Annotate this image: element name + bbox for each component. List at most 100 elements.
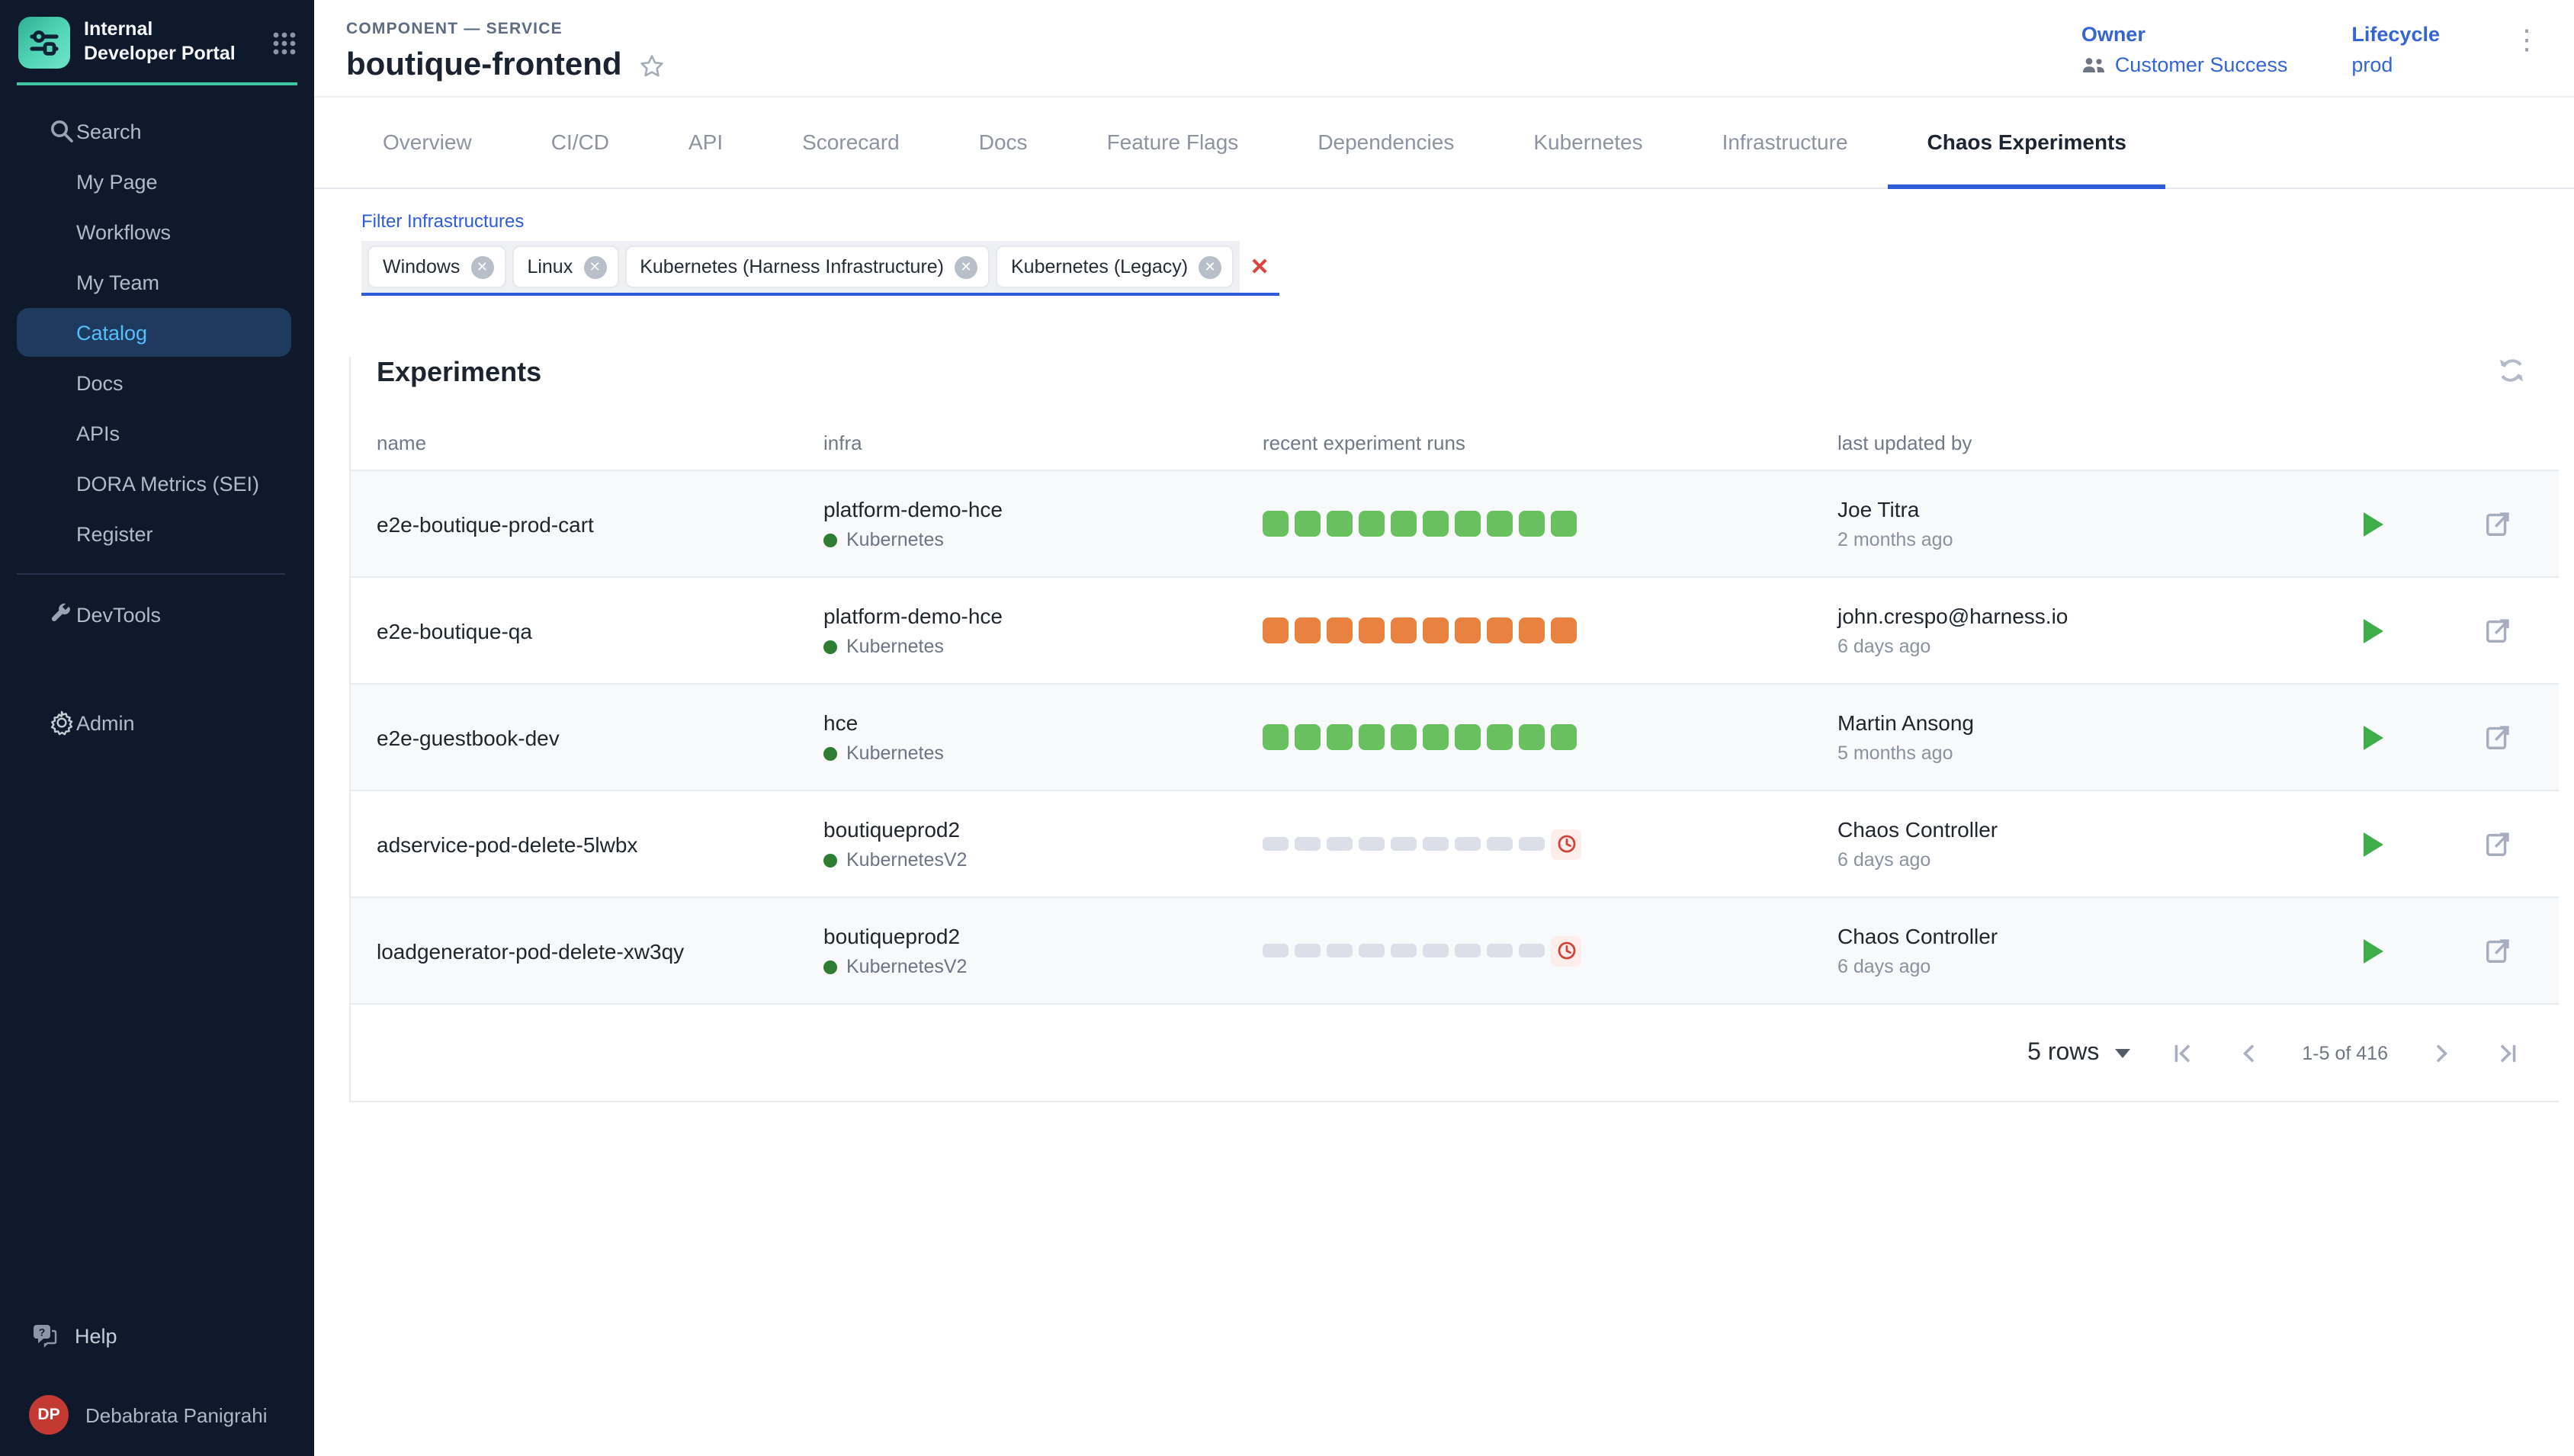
- tab-infrastructure[interactable]: Infrastructure: [1683, 98, 1888, 189]
- run-indicator-failed[interactable]: [1551, 617, 1577, 643]
- run-experiment-button[interactable]: [2364, 832, 2383, 856]
- run-indicator-passed[interactable]: [1423, 724, 1449, 750]
- run-indicator-pending[interactable]: [1455, 944, 1481, 957]
- run-indicator-failed[interactable]: [1359, 617, 1385, 643]
- run-indicator-passed[interactable]: [1455, 511, 1481, 537]
- run-indicator-passed[interactable]: [1487, 724, 1513, 750]
- filter-chips-field[interactable]: Windows✕Linux✕Kubernetes (Harness Infras…: [361, 241, 1240, 293]
- open-experiment-button[interactable]: [2484, 723, 2513, 752]
- tab-overview[interactable]: Overview: [343, 98, 512, 189]
- sidebar-item-dora-metrics-sei[interactable]: DORA Metrics (SEI): [17, 459, 291, 508]
- tab-feature-flags[interactable]: Feature Flags: [1067, 98, 1279, 189]
- run-indicator-failed[interactable]: [1519, 617, 1545, 643]
- run-indicator-pending[interactable]: [1327, 944, 1353, 957]
- run-indicator-pending[interactable]: [1263, 837, 1289, 851]
- run-experiment-button[interactable]: [2364, 938, 2383, 963]
- sidebar-item-my-page[interactable]: My Page: [17, 157, 291, 206]
- run-indicator-pending[interactable]: [1295, 837, 1321, 851]
- sidebar-item-admin[interactable]: Admin: [17, 698, 291, 747]
- run-indicator-pending[interactable]: [1359, 837, 1385, 851]
- run-indicator-pending[interactable]: [1263, 944, 1289, 957]
- tab-docs[interactable]: Docs: [939, 98, 1067, 189]
- sidebar-item-workflows[interactable]: Workflows: [17, 207, 291, 256]
- run-indicator-passed[interactable]: [1359, 724, 1385, 750]
- apps-grid-button[interactable]: [273, 31, 296, 54]
- run-scheduled-indicator[interactable]: [1551, 935, 1581, 966]
- run-indicator-pending[interactable]: [1423, 944, 1449, 957]
- run-indicator-passed[interactable]: [1423, 511, 1449, 537]
- previous-page-button[interactable]: [2236, 1041, 2261, 1065]
- first-page-button[interactable]: [2171, 1041, 2195, 1065]
- run-experiment-button[interactable]: [2364, 512, 2383, 536]
- owner-link[interactable]: Customer Success: [2081, 53, 2288, 76]
- sidebar-item-docs[interactable]: Docs: [17, 358, 291, 407]
- sidebar-item-catalog[interactable]: Catalog: [17, 308, 291, 357]
- run-indicator-failed[interactable]: [1455, 617, 1481, 643]
- run-indicator-pending[interactable]: [1391, 944, 1417, 957]
- run-indicator-passed[interactable]: [1295, 511, 1321, 537]
- next-page-button[interactable]: [2429, 1041, 2454, 1065]
- run-indicator-passed[interactable]: [1391, 724, 1417, 750]
- kebab-menu-button[interactable]: ⋮: [2504, 23, 2550, 56]
- run-experiment-button[interactable]: [2364, 725, 2383, 749]
- run-indicator-passed[interactable]: [1519, 724, 1545, 750]
- favorite-star-button[interactable]: [637, 51, 666, 80]
- run-indicator-passed[interactable]: [1295, 724, 1321, 750]
- run-indicator-passed[interactable]: [1327, 724, 1353, 750]
- chip-remove-icon[interactable]: ✕: [1199, 255, 1221, 278]
- table-row[interactable]: e2e-guestbook-devhceKubernetesMartin Ans…: [351, 685, 2559, 791]
- tab-ci-cd[interactable]: CI/CD: [512, 98, 649, 189]
- run-indicator-failed[interactable]: [1327, 617, 1353, 643]
- run-indicator-passed[interactable]: [1551, 511, 1577, 537]
- run-indicator-pending[interactable]: [1519, 837, 1545, 851]
- chip-remove-icon[interactable]: ✕: [470, 255, 493, 278]
- run-indicator-passed[interactable]: [1263, 511, 1289, 537]
- chip-remove-icon[interactable]: ✕: [955, 255, 977, 278]
- tab-kubernetes[interactable]: Kubernetes: [1494, 98, 1682, 189]
- user-menu[interactable]: DP Debabrata Panigrahi: [17, 1395, 291, 1435]
- tab-chaos-experiments[interactable]: Chaos Experiments: [1888, 98, 2166, 189]
- run-indicator-failed[interactable]: [1295, 617, 1321, 643]
- tab-api[interactable]: API: [649, 98, 762, 189]
- table-row[interactable]: e2e-boutique-qaplatform-demo-hceKubernet…: [351, 578, 2559, 685]
- last-page-button[interactable]: [2495, 1041, 2519, 1065]
- rows-per-page-select[interactable]: 5 rows: [2027, 1039, 2129, 1066]
- run-indicator-pending[interactable]: [1295, 944, 1321, 957]
- run-indicator-pending[interactable]: [1519, 944, 1545, 957]
- run-indicator-pending[interactable]: [1327, 837, 1353, 851]
- run-indicator-passed[interactable]: [1487, 511, 1513, 537]
- run-indicator-passed[interactable]: [1263, 724, 1289, 750]
- tab-dependencies[interactable]: Dependencies: [1278, 98, 1494, 189]
- run-indicator-pending[interactable]: [1487, 837, 1513, 851]
- sidebar-item-help[interactable]: ? Help: [17, 1310, 291, 1361]
- run-indicator-passed[interactable]: [1391, 511, 1417, 537]
- run-indicator-passed[interactable]: [1551, 724, 1577, 750]
- run-indicator-pending[interactable]: [1487, 944, 1513, 957]
- run-experiment-button[interactable]: [2364, 618, 2383, 643]
- run-indicator-failed[interactable]: [1391, 617, 1417, 643]
- tab-scorecard[interactable]: Scorecard: [762, 98, 939, 189]
- sidebar-item-register[interactable]: Register: [17, 509, 291, 558]
- run-scheduled-indicator[interactable]: [1551, 829, 1581, 859]
- run-indicator-pending[interactable]: [1391, 837, 1417, 851]
- table-row[interactable]: e2e-boutique-prod-cartplatform-demo-hceK…: [351, 471, 2559, 578]
- sidebar-item-devtools[interactable]: DevTools: [17, 590, 291, 639]
- sidebar-item-search[interactable]: Search: [17, 107, 291, 156]
- table-row[interactable]: adservice-pod-delete-5lwbxboutiqueprod2K…: [351, 791, 2559, 898]
- filter-infrastructures-label[interactable]: Filter Infrastructures: [361, 210, 2574, 232]
- run-indicator-pending[interactable]: [1359, 944, 1385, 957]
- open-experiment-button[interactable]: [2484, 829, 2513, 858]
- refresh-button[interactable]: [2495, 354, 2528, 387]
- clear-filters-button[interactable]: ✕: [1240, 241, 1279, 293]
- run-indicator-failed[interactable]: [1263, 617, 1289, 643]
- open-experiment-button[interactable]: [2484, 616, 2513, 645]
- run-indicator-failed[interactable]: [1487, 617, 1513, 643]
- open-experiment-button[interactable]: [2484, 936, 2513, 965]
- run-indicator-failed[interactable]: [1423, 617, 1449, 643]
- chip-remove-icon[interactable]: ✕: [583, 255, 606, 278]
- run-indicator-pending[interactable]: [1455, 837, 1481, 851]
- open-experiment-button[interactable]: [2484, 509, 2513, 538]
- run-indicator-passed[interactable]: [1359, 511, 1385, 537]
- run-indicator-passed[interactable]: [1519, 511, 1545, 537]
- run-indicator-passed[interactable]: [1455, 724, 1481, 750]
